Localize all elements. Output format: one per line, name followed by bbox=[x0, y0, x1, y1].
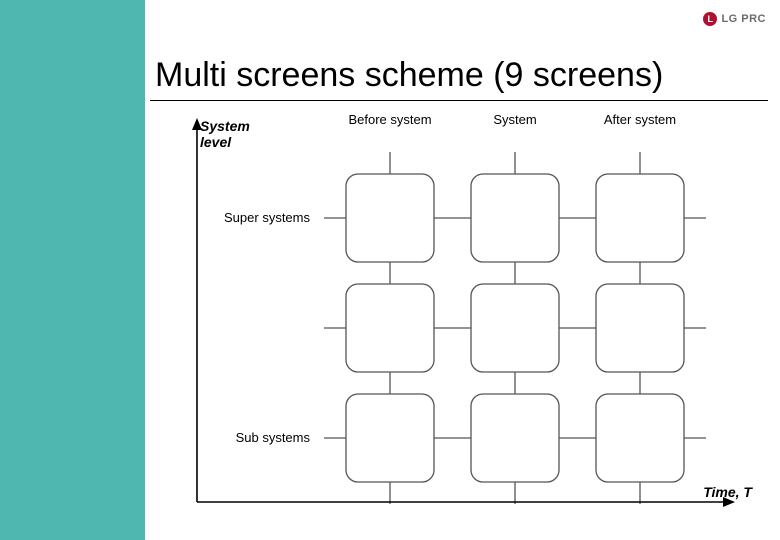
column-label: System bbox=[460, 112, 570, 127]
sidebar-accent bbox=[0, 0, 145, 540]
column-label: After system bbox=[585, 112, 695, 127]
title-main: Multi screens scheme bbox=[155, 56, 484, 94]
row-label: Super systems bbox=[215, 210, 310, 225]
column-label: Before system bbox=[335, 112, 445, 127]
title-sub: (9 screens) bbox=[493, 56, 663, 94]
page-title: Multi screens scheme (9 screens) bbox=[155, 56, 663, 95]
brand-logo: L LG PRC bbox=[703, 12, 766, 26]
row-label: Sub systems bbox=[215, 430, 310, 445]
diagram-svg bbox=[185, 110, 745, 510]
lg-logo-icon: L bbox=[703, 12, 717, 26]
nine-screens-diagram: Before system System After system Super sys… bbox=[185, 110, 745, 510]
title-underline bbox=[150, 100, 768, 101]
brand-text: LG PRC bbox=[721, 13, 766, 25]
